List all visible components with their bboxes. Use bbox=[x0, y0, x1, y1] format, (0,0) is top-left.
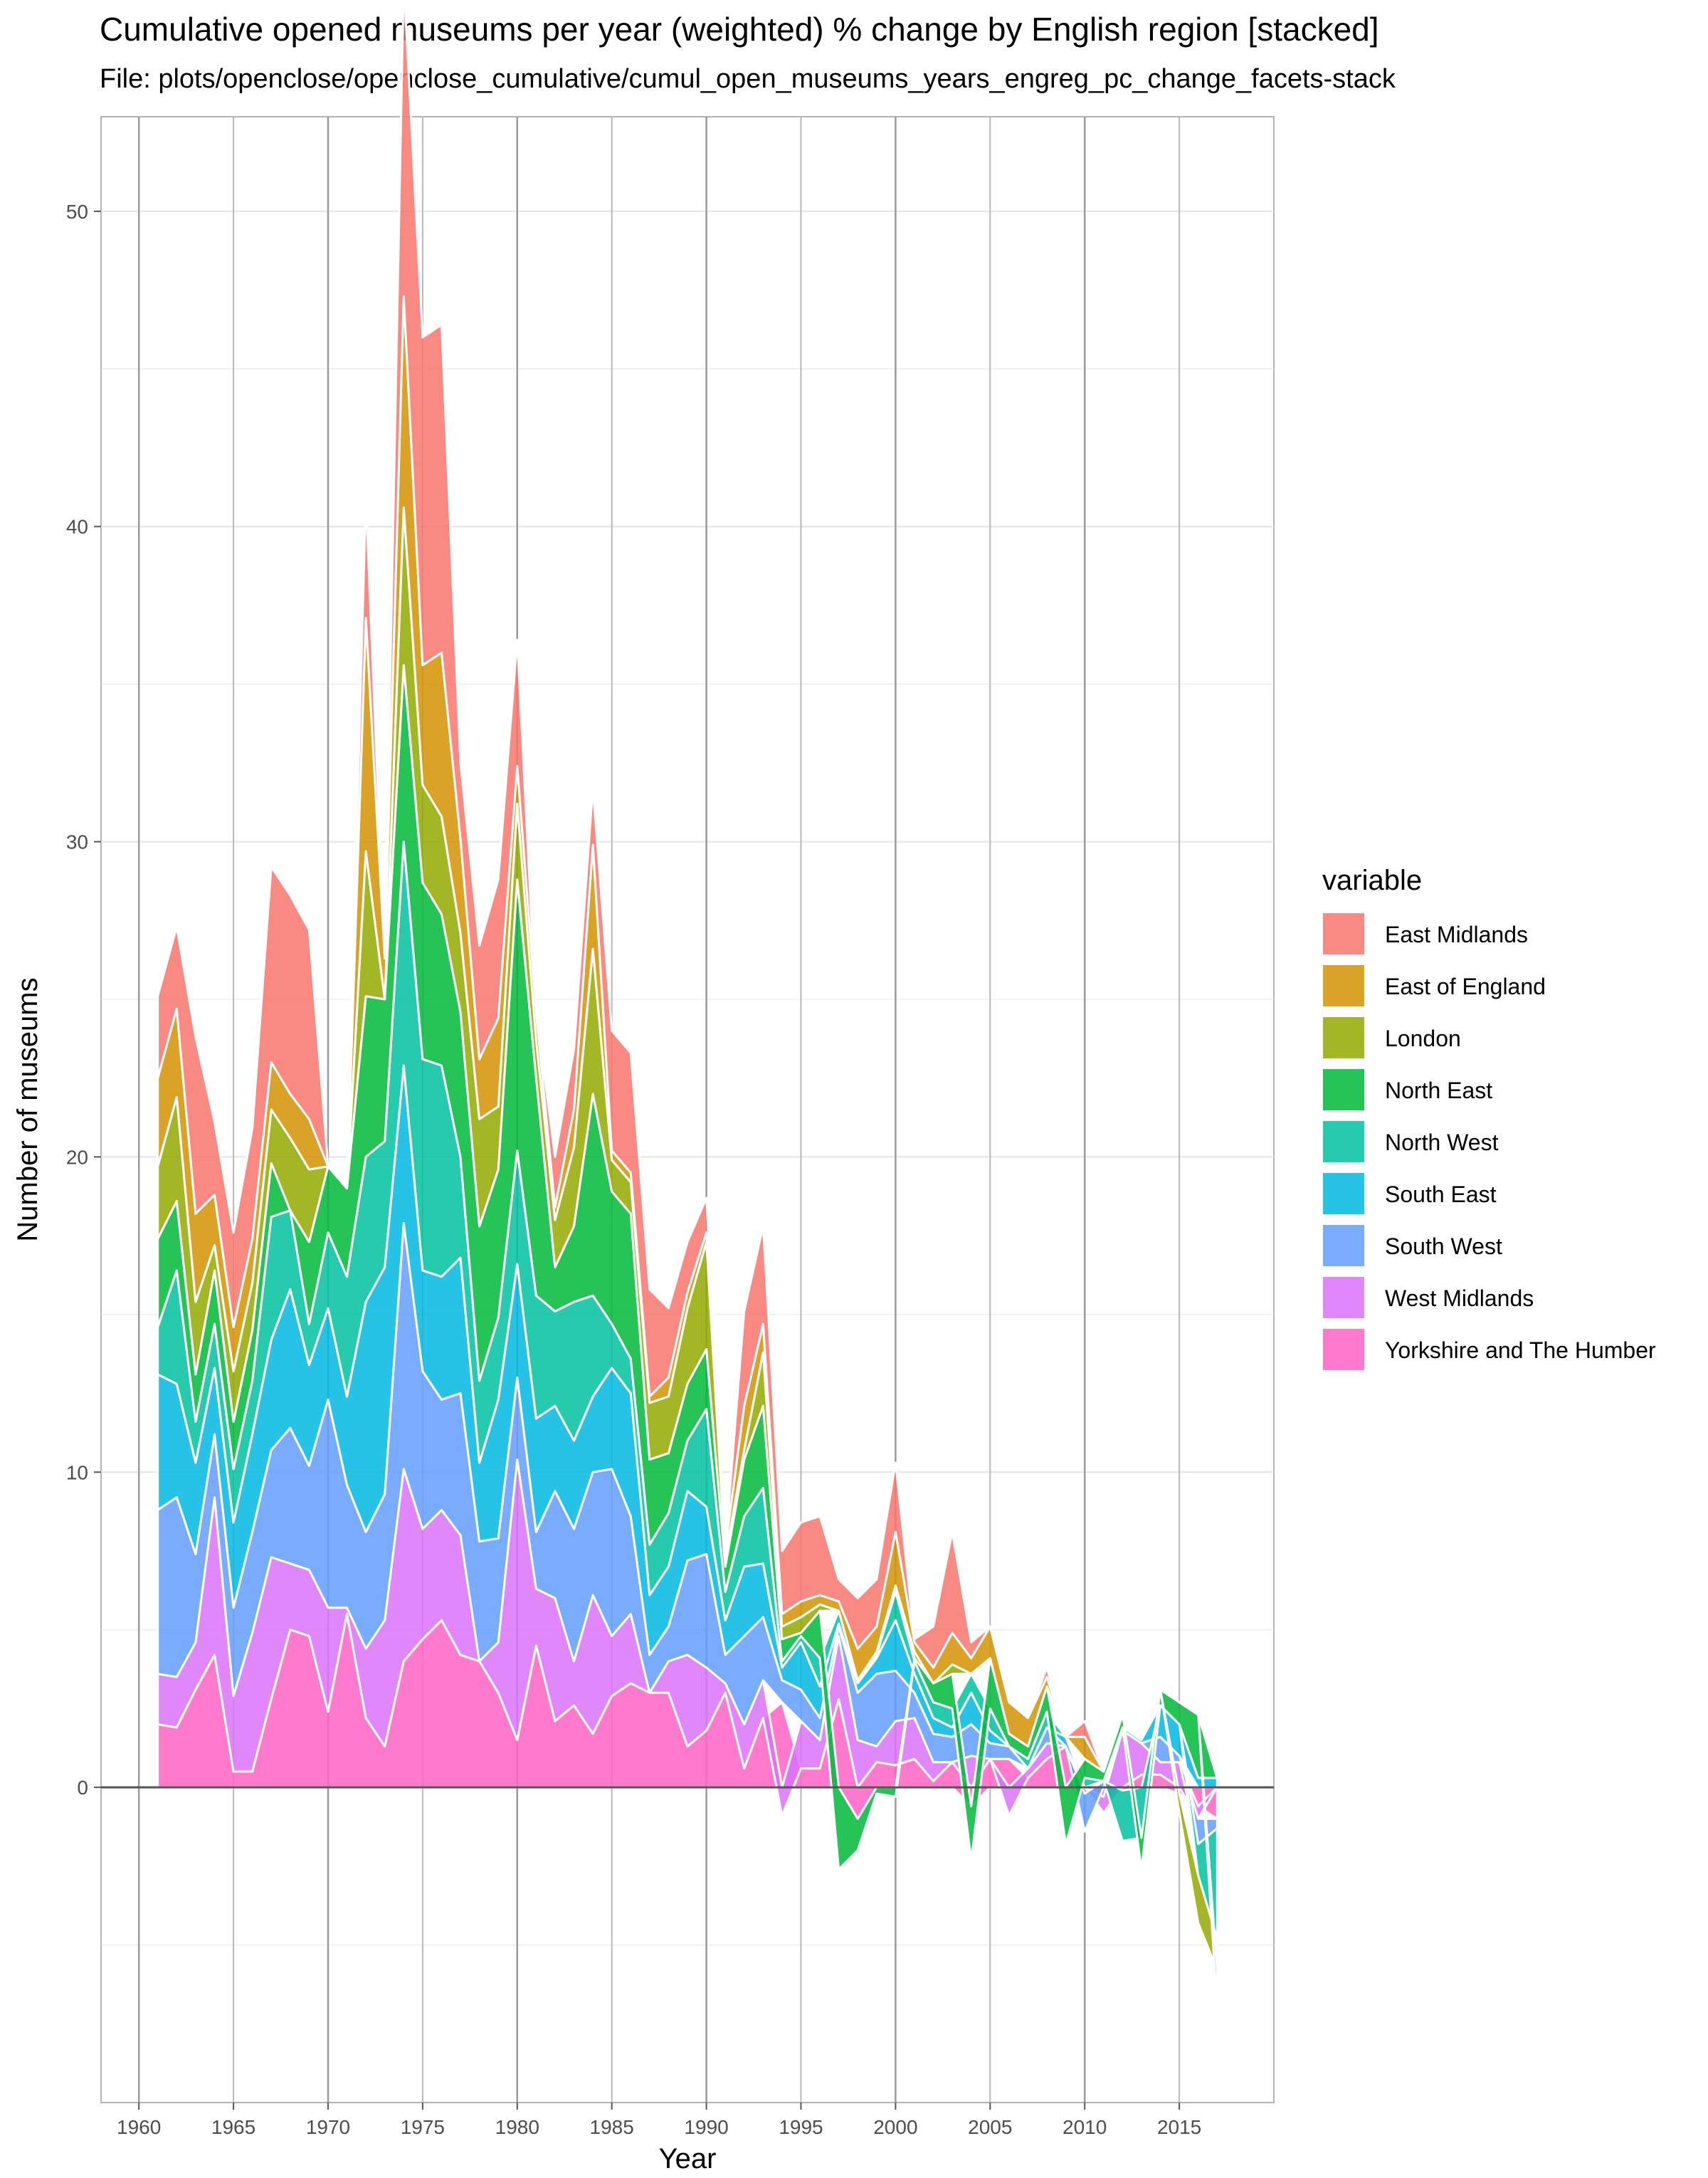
x-tick-label: 1965 bbox=[211, 2116, 255, 2138]
y-tick-label: 30 bbox=[66, 831, 88, 853]
y-tick-label: 10 bbox=[66, 1461, 88, 1483]
legend: variable East Midlands East of England Lon… bbox=[1322, 865, 1656, 1372]
legend-swatch-south-east bbox=[1322, 1172, 1366, 1216]
legend-swatch-yorkshire-and-the-humber bbox=[1322, 1327, 1366, 1372]
legend-label-north-west: North West bbox=[1385, 1130, 1499, 1155]
y-tick-label: 20 bbox=[66, 1146, 88, 1168]
x-axis: 1960 1965 1970 1975 1980 1985 1990 1995 2000 2005… bbox=[117, 2103, 1201, 2138]
legend-swatch-east-of-england bbox=[1322, 964, 1366, 1008]
legend-label-south-east: South East bbox=[1385, 1182, 1497, 1207]
y-tick-label: 40 bbox=[66, 516, 88, 538]
x-tick-label: 2005 bbox=[968, 2116, 1012, 2138]
legend-swatch-london bbox=[1322, 1016, 1366, 1060]
chart-title: Cumulative opened museums per year (weig… bbox=[100, 11, 1379, 48]
x-axis-title: Year bbox=[659, 2143, 717, 2174]
x-tick-label: 1975 bbox=[401, 2116, 445, 2138]
legend-label-south-west: South West bbox=[1385, 1233, 1502, 1259]
legend-label-yorkshire-and-the-humber: Yorkshire and The Humber bbox=[1385, 1337, 1656, 1363]
x-tick-label: 1990 bbox=[684, 2116, 728, 2138]
legend-swatch-east-midlands bbox=[1322, 912, 1366, 956]
x-tick-label: 1985 bbox=[590, 2116, 634, 2138]
x-tick-label: 2015 bbox=[1157, 2116, 1201, 2138]
legend-title: variable bbox=[1322, 865, 1422, 896]
x-tick-label: 2000 bbox=[873, 2116, 917, 2138]
legend-swatch-north-east bbox=[1322, 1068, 1366, 1112]
legend-label-north-east: North East bbox=[1385, 1078, 1492, 1103]
x-tick-label: 1960 bbox=[117, 2116, 161, 2138]
legend-label-east-midlands: East Midlands bbox=[1385, 922, 1528, 947]
area-east-midlands bbox=[157, 0, 1218, 2009]
y-tick-label: 0 bbox=[77, 1777, 88, 1799]
y-axis: 0 10 20 30 40 50 bbox=[66, 201, 101, 1799]
legend-swatch-north-west bbox=[1322, 1120, 1366, 1164]
chart-subtitle: File: plots/openclose/openclose_cumulati… bbox=[100, 64, 1396, 94]
legend-label-west-midlands: West Midlands bbox=[1385, 1285, 1534, 1311]
legend-label-london: London bbox=[1385, 1026, 1461, 1051]
legend-label-east-of-england: East of England bbox=[1385, 974, 1546, 999]
legend-swatch-west-midlands bbox=[1322, 1275, 1366, 1320]
x-tick-label: 1970 bbox=[306, 2116, 350, 2138]
x-tick-label: 2010 bbox=[1063, 2116, 1107, 2138]
legend-swatch-south-west bbox=[1322, 1224, 1366, 1268]
y-axis-title: Number of museums bbox=[12, 977, 43, 1241]
series-areas bbox=[157, 0, 1218, 2009]
x-tick-label: 1980 bbox=[495, 2116, 539, 2138]
y-tick-label: 50 bbox=[66, 201, 88, 223]
x-tick-label: 1995 bbox=[779, 2116, 823, 2138]
